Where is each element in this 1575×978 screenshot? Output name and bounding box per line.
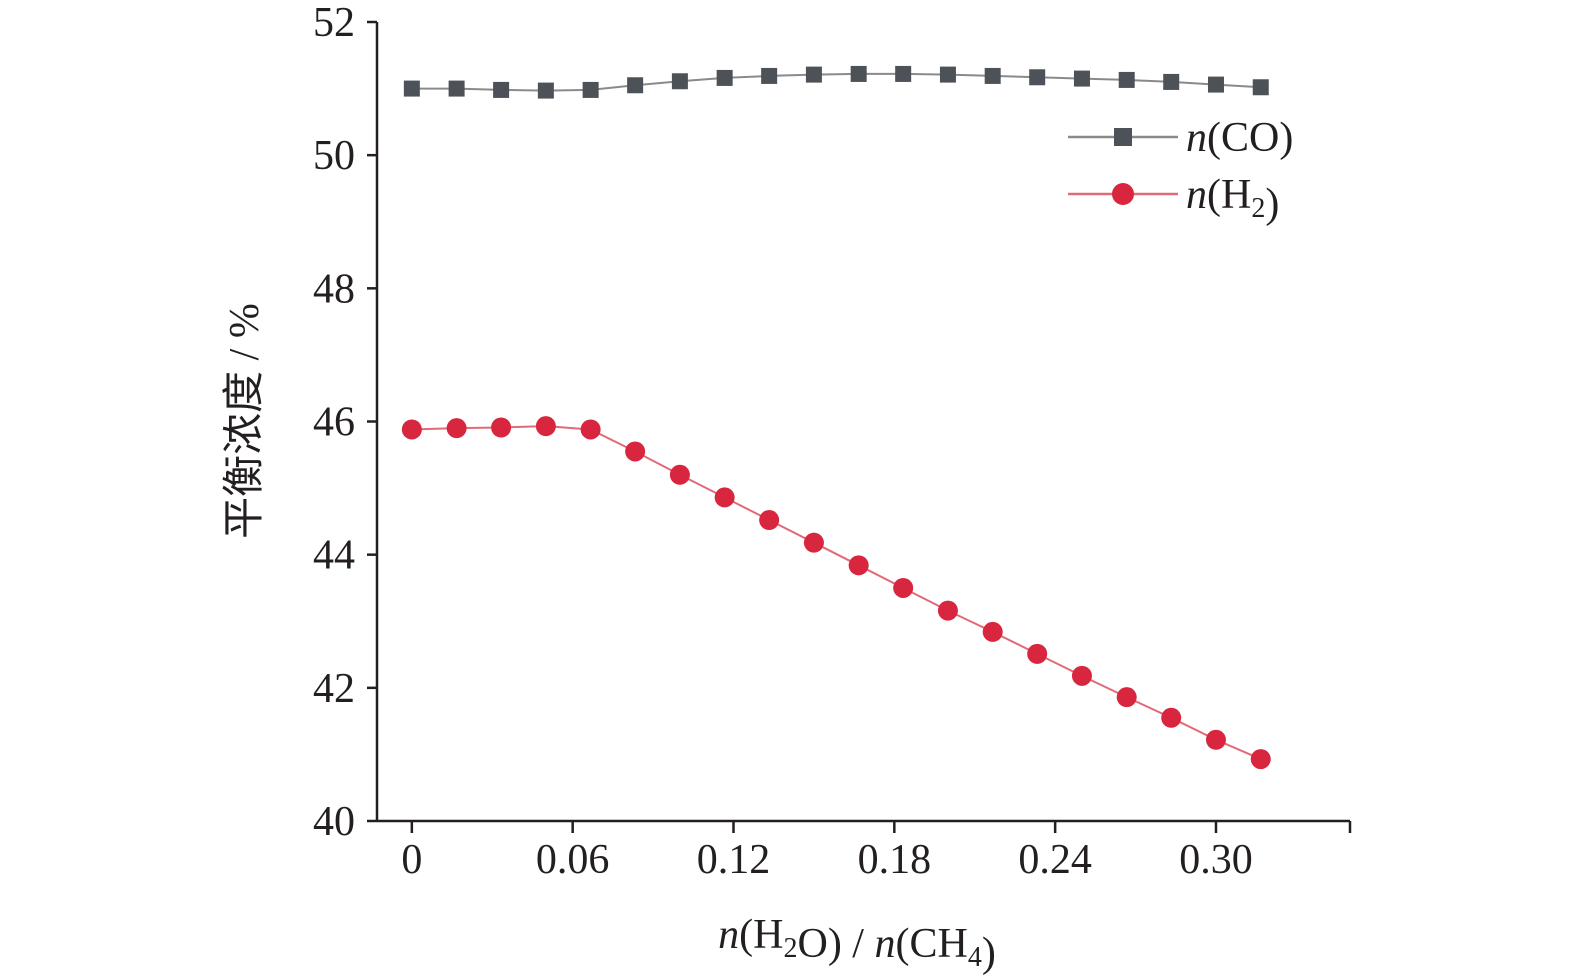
data-point: [803, 532, 824, 553]
data-point: [759, 510, 780, 531]
series-line: [411, 425, 1262, 760]
y-tick-label: 46: [313, 400, 355, 446]
data-point: [1118, 71, 1135, 88]
y-axis-title: 平衡浓度 / %: [222, 303, 268, 539]
data-point: [669, 464, 690, 485]
series-layer: [401, 65, 1271, 770]
axes: 40 42 44 46 48 50 52 0 0.06 0.12 0.18 0.24 0.30: [313, 0, 1352, 883]
data-point: [1163, 73, 1180, 90]
data-point: [627, 77, 644, 94]
y-tick-label: 50: [313, 133, 355, 179]
data-point: [1207, 76, 1224, 93]
data-point: [1161, 707, 1182, 728]
data-point: [671, 73, 688, 90]
data-point: [939, 66, 956, 83]
data-point: [1027, 643, 1048, 664]
legend-label: n(H2): [1186, 172, 1279, 227]
series-2: [401, 416, 1271, 770]
data-point: [982, 621, 1003, 642]
data-point: [446, 418, 467, 439]
data-point: [714, 487, 735, 508]
data-point: [401, 419, 422, 440]
data-point: [580, 419, 601, 440]
data-point: [491, 417, 512, 438]
data-point: [761, 67, 778, 84]
data-point: [625, 441, 646, 462]
data-point: [1029, 69, 1046, 86]
data-point: [984, 67, 1001, 84]
data-point: [582, 81, 599, 98]
data-point: [1205, 729, 1226, 750]
legend-marker: [1114, 128, 1132, 146]
data-point: [403, 80, 420, 97]
y-tick-label: 44: [313, 533, 355, 579]
data-point: [893, 577, 914, 598]
data-point: [448, 80, 465, 97]
data-point: [716, 69, 733, 86]
x-tick-label: 0: [401, 837, 422, 883]
data-point: [1073, 70, 1090, 87]
data-point: [850, 65, 867, 82]
y-tick-label: 40: [313, 799, 355, 845]
data-point: [937, 600, 958, 621]
y-tick-label: 42: [313, 666, 355, 712]
data-point: [1116, 687, 1137, 708]
data-point: [537, 82, 554, 99]
legend: n(CO) n(H2): [1068, 115, 1293, 227]
x-tick-label: 0.24: [1018, 837, 1092, 883]
data-point: [895, 65, 912, 82]
x-tick-label: 0.18: [858, 837, 932, 883]
legend-label: n(CO): [1186, 115, 1293, 161]
series-1: [403, 65, 1269, 99]
data-point: [848, 555, 869, 576]
y-tick-label: 52: [313, 0, 355, 46]
data-point: [493, 81, 510, 98]
x-axis-title: n(H2O) / n(CH4): [718, 912, 996, 976]
x-tick-label: 0.30: [1179, 837, 1253, 883]
x-tick-label: 0.12: [697, 837, 771, 883]
y-tick-label: 48: [313, 266, 355, 312]
data-point: [1071, 665, 1092, 686]
data-point: [535, 416, 556, 437]
data-point: [1252, 79, 1269, 96]
legend-marker: [1112, 183, 1134, 205]
data-point: [805, 66, 822, 83]
x-tick-label: 0.06: [536, 837, 610, 883]
data-point: [1250, 749, 1271, 770]
